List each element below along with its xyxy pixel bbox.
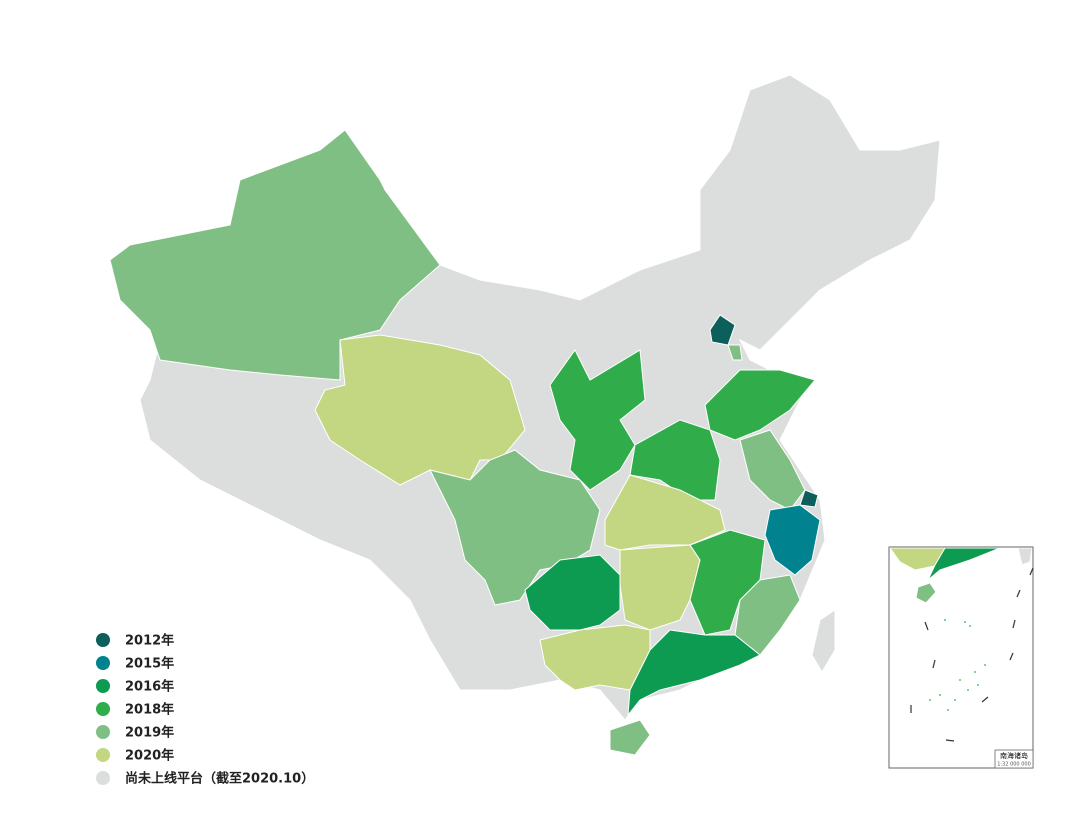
xinjiang	[109, 129, 441, 381]
legend-label: 2018年	[125, 702, 174, 718]
hubei	[604, 474, 726, 551]
inset-guangdong	[927, 547, 1001, 581]
china-base	[109, 74, 941, 721]
islands	[929, 619, 986, 711]
tianjin	[727, 344, 743, 361]
inset: 南海诸岛 1:32 000 000	[888, 546, 1034, 769]
inset-scale: 1:32 000 000	[997, 762, 1031, 768]
legend-swatch	[96, 633, 110, 647]
jiangxi	[689, 529, 766, 636]
legend-label: 2012年	[125, 633, 174, 649]
provinces	[109, 74, 941, 756]
jiangsu	[739, 429, 806, 511]
legend-swatch	[96, 679, 110, 693]
legend-label: 2016年	[125, 679, 174, 695]
legend: 2012年 2015年 2016年 2018年 2019年 2020年尚未上线平台（截至2…	[96, 633, 314, 787]
legend-label: 2019年	[125, 725, 174, 741]
legend-label: 尚未上线平台（截至2020.10）	[125, 771, 314, 787]
guizhou	[524, 554, 621, 631]
inset-label-box	[994, 749, 1034, 769]
zhejiang	[764, 504, 821, 576]
inset-title: 南海诸岛	[1000, 751, 1028, 760]
shanghai	[799, 489, 819, 508]
legend-swatch	[96, 748, 110, 762]
inset-guangxi	[889, 547, 946, 571]
legend-swatch	[96, 702, 110, 716]
taiwan	[811, 609, 836, 673]
guangdong	[627, 629, 761, 717]
legend-swatch	[96, 771, 110, 785]
legend-swatch	[96, 725, 110, 739]
inset-hainan	[915, 582, 937, 604]
inset-taiwan	[1017, 547, 1033, 566]
legend-label: 2015年	[125, 656, 174, 672]
nine-dash-line	[910, 567, 1034, 742]
legend-swatch	[96, 656, 110, 670]
hainan	[609, 719, 651, 756]
henan	[629, 419, 721, 501]
beijing	[709, 314, 736, 346]
inset-frame	[888, 546, 1034, 769]
legend-label: 2020年	[125, 748, 174, 764]
shandong	[704, 369, 816, 441]
